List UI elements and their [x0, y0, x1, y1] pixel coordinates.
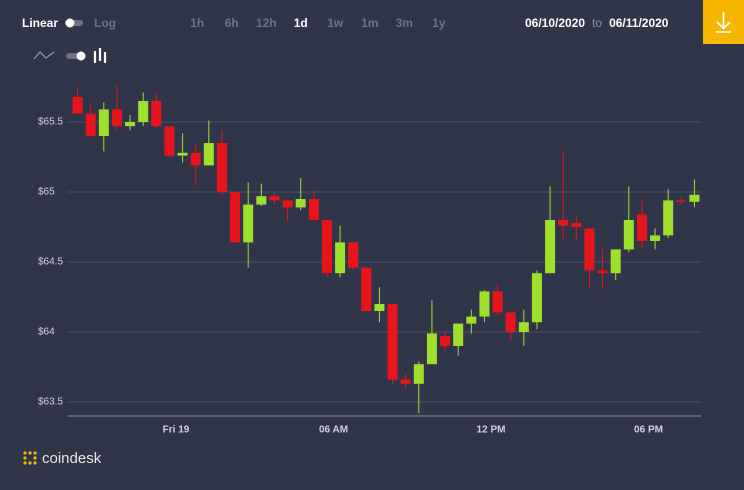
date-range: 06/10/2020 to 06/11/2020	[525, 16, 668, 30]
candle-body	[571, 222, 582, 227]
range-button[interactable]: 1m	[361, 16, 379, 30]
candle-body	[111, 109, 122, 127]
candle-body	[269, 196, 280, 201]
range-button[interactable]: 1d	[293, 16, 308, 30]
candle-body	[466, 316, 477, 324]
range-button[interactable]: 1y	[432, 16, 446, 30]
candle-body	[295, 199, 306, 208]
candle-body	[636, 214, 647, 241]
x-tick-label: 06 PM	[634, 425, 663, 436]
candle-body	[689, 194, 700, 202]
brand-logo	[23, 451, 37, 465]
candle-body	[505, 312, 516, 332]
date-from[interactable]: 06/10/2020	[525, 16, 586, 30]
candle-body	[164, 126, 175, 156]
download-icon	[716, 12, 731, 33]
download-button[interactable]	[703, 0, 744, 44]
date-separator: to	[592, 16, 603, 30]
candle-body	[230, 192, 241, 243]
range-button[interactable]: 3m	[395, 16, 413, 30]
candle-body	[453, 323, 464, 346]
candle-body	[243, 204, 254, 243]
candle-body	[138, 101, 149, 122]
candle-body	[623, 220, 634, 250]
candle-body	[374, 304, 385, 311]
candle-body	[676, 200, 687, 202]
candle-body	[531, 273, 542, 323]
x-tick-label: 12 PM	[477, 425, 506, 436]
candle-body	[479, 291, 490, 317]
candle-body	[361, 267, 372, 311]
chart-style-switch[interactable]	[32, 46, 112, 66]
candle-body	[597, 270, 608, 274]
date-to[interactable]: 06/11/2020	[609, 16, 669, 30]
candle-body	[545, 220, 556, 274]
scale-linear[interactable]: Linear	[22, 16, 59, 30]
candle-body	[256, 196, 267, 205]
y-tick-label: $63.5	[38, 397, 63, 408]
candle-body	[177, 152, 188, 156]
candle-body	[387, 304, 398, 380]
candle-body	[400, 379, 411, 384]
scale-toggle[interactable]	[64, 17, 86, 29]
candle-body	[85, 113, 96, 136]
range-button[interactable]: 1h	[190, 16, 205, 30]
range-button[interactable]: 12h	[255, 16, 277, 30]
candle-body	[610, 249, 621, 274]
range-buttons: 1h 6h 12h 1d 1w 1m 3m 1y	[180, 16, 456, 30]
candle-body	[72, 96, 83, 114]
candle-body	[308, 199, 319, 220]
candle-body	[282, 200, 293, 208]
scale-log[interactable]: Log	[94, 16, 116, 30]
candle-body	[216, 143, 227, 192]
y-tick-label: $64.5	[38, 257, 63, 268]
candle-body	[151, 101, 162, 127]
brand-name: coindesk	[42, 450, 102, 467]
candle-body	[584, 228, 595, 271]
range-button[interactable]: 6h	[224, 16, 239, 30]
candle-body	[650, 235, 661, 241]
candle-body	[321, 220, 332, 274]
candle-body	[518, 322, 529, 332]
range-button[interactable]: 1w	[327, 16, 344, 30]
candle-body	[125, 122, 136, 127]
candle-body	[348, 242, 359, 268]
y-tick-label: $65.5	[38, 117, 63, 128]
candle-body	[663, 200, 674, 236]
candle-body	[558, 220, 569, 226]
y-tick-label: $65	[38, 187, 55, 198]
candle-body	[335, 242, 346, 274]
y-tick-label: $64	[38, 327, 55, 338]
candle-body	[190, 152, 201, 166]
x-tick-label: 06 AM	[319, 425, 348, 436]
candle-body	[440, 336, 451, 346]
x-tick-label: Fri 19	[163, 425, 190, 436]
candle-body	[426, 333, 437, 365]
candle-body	[203, 143, 214, 166]
candle-body	[413, 364, 424, 384]
candle-body	[98, 109, 109, 136]
candle-body	[492, 291, 503, 313]
